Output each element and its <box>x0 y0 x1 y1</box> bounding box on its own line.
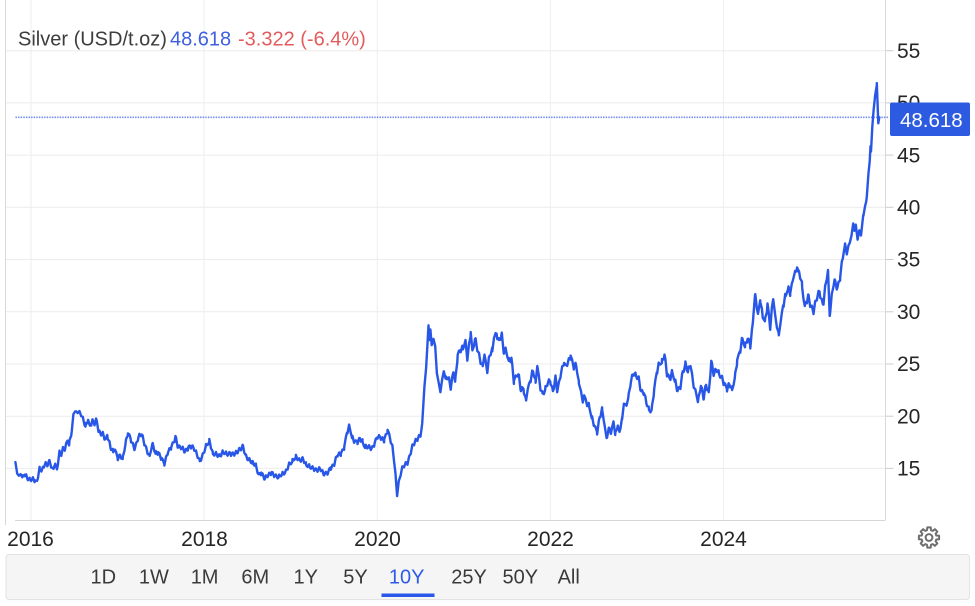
svg-text:All: All <box>558 567 580 589</box>
svg-text:48.618: 48.618 <box>170 29 231 51</box>
svg-text:30: 30 <box>897 301 920 324</box>
svg-text:25: 25 <box>897 353 920 376</box>
svg-text:2020: 2020 <box>354 528 401 551</box>
svg-text:2016: 2016 <box>7 528 54 551</box>
svg-text:25Y: 25Y <box>451 567 487 589</box>
svg-text:5Y: 5Y <box>343 567 367 589</box>
svg-text:10Y: 10Y <box>389 567 425 589</box>
svg-text:Silver (USD/t.oz): Silver (USD/t.oz) <box>18 29 167 51</box>
svg-text:40: 40 <box>897 197 920 220</box>
svg-text:48.618: 48.618 <box>900 109 963 132</box>
svg-text:55: 55 <box>897 40 920 63</box>
svg-text:2022: 2022 <box>527 528 574 551</box>
svg-text:45: 45 <box>897 144 920 167</box>
svg-text:1M: 1M <box>191 567 219 589</box>
svg-text:2024: 2024 <box>700 528 747 551</box>
svg-text:1D: 1D <box>91 567 117 589</box>
svg-text:1Y: 1Y <box>293 567 317 589</box>
svg-text:1W: 1W <box>139 567 169 589</box>
svg-text:20: 20 <box>897 405 920 428</box>
svg-text:35: 35 <box>897 249 920 272</box>
svg-text:2018: 2018 <box>181 528 228 551</box>
svg-text:-3.322 (-6.4%): -3.322 (-6.4%) <box>238 29 366 51</box>
svg-text:6M: 6M <box>241 567 269 589</box>
svg-text:50Y: 50Y <box>503 567 539 589</box>
svg-text:15: 15 <box>897 458 920 481</box>
